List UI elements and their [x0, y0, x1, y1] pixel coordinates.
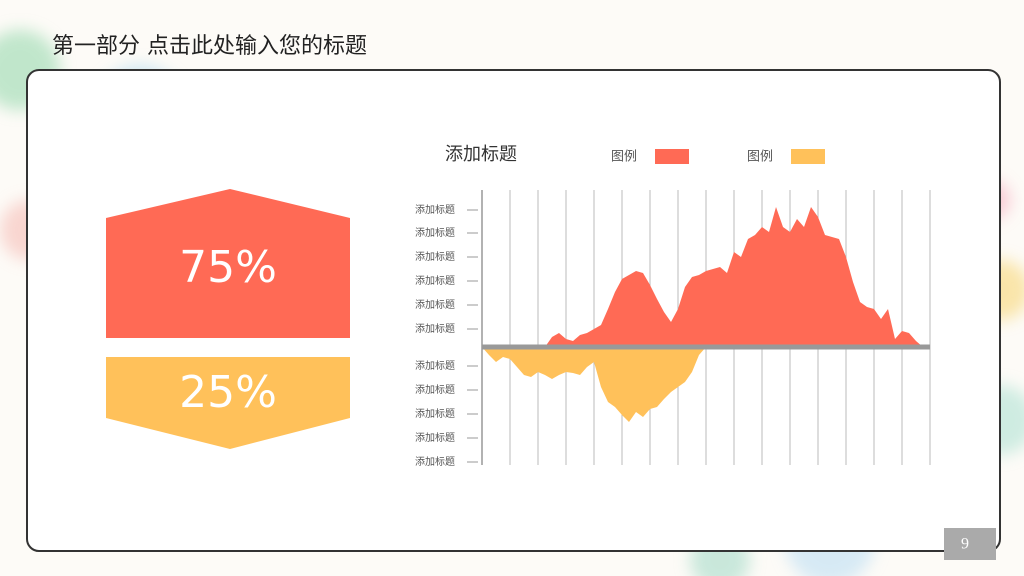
area [482, 347, 930, 422]
legend-label: 图例 [747, 150, 773, 165]
y-tick-label: 添加标题 [415, 359, 455, 372]
y-tick-label: 添加标题 [415, 274, 455, 287]
panel-text: 25% [179, 367, 277, 418]
y-tick-label: 添加标题 [415, 431, 455, 444]
y-tick-label: 添加标题 [415, 226, 455, 239]
y-tick-label: 添加标题 [415, 455, 455, 468]
slide-title: 第一部分 点击此处输入您的标题 [52, 34, 367, 59]
area [482, 207, 930, 347]
legend-swatch [655, 149, 689, 164]
y-tick-label: 添加标题 [415, 407, 455, 420]
y-tick-label: 添加标题 [415, 298, 455, 311]
y-tick-label: 添加标题 [415, 250, 455, 263]
chart-title: 添加标题 [445, 144, 517, 165]
panel-text: 75% [179, 242, 277, 293]
page-number: 9 [961, 536, 969, 553]
y-tick-label: 添加标题 [415, 383, 455, 396]
panel-yellow [106, 357, 350, 449]
legend-label: 图例 [611, 150, 637, 165]
y-tick-label: 添加标题 [415, 203, 455, 216]
legend-swatch [791, 149, 825, 164]
page-number-box [944, 528, 996, 560]
panel-red [106, 189, 350, 338]
y-tick-label: 添加标题 [415, 322, 455, 335]
